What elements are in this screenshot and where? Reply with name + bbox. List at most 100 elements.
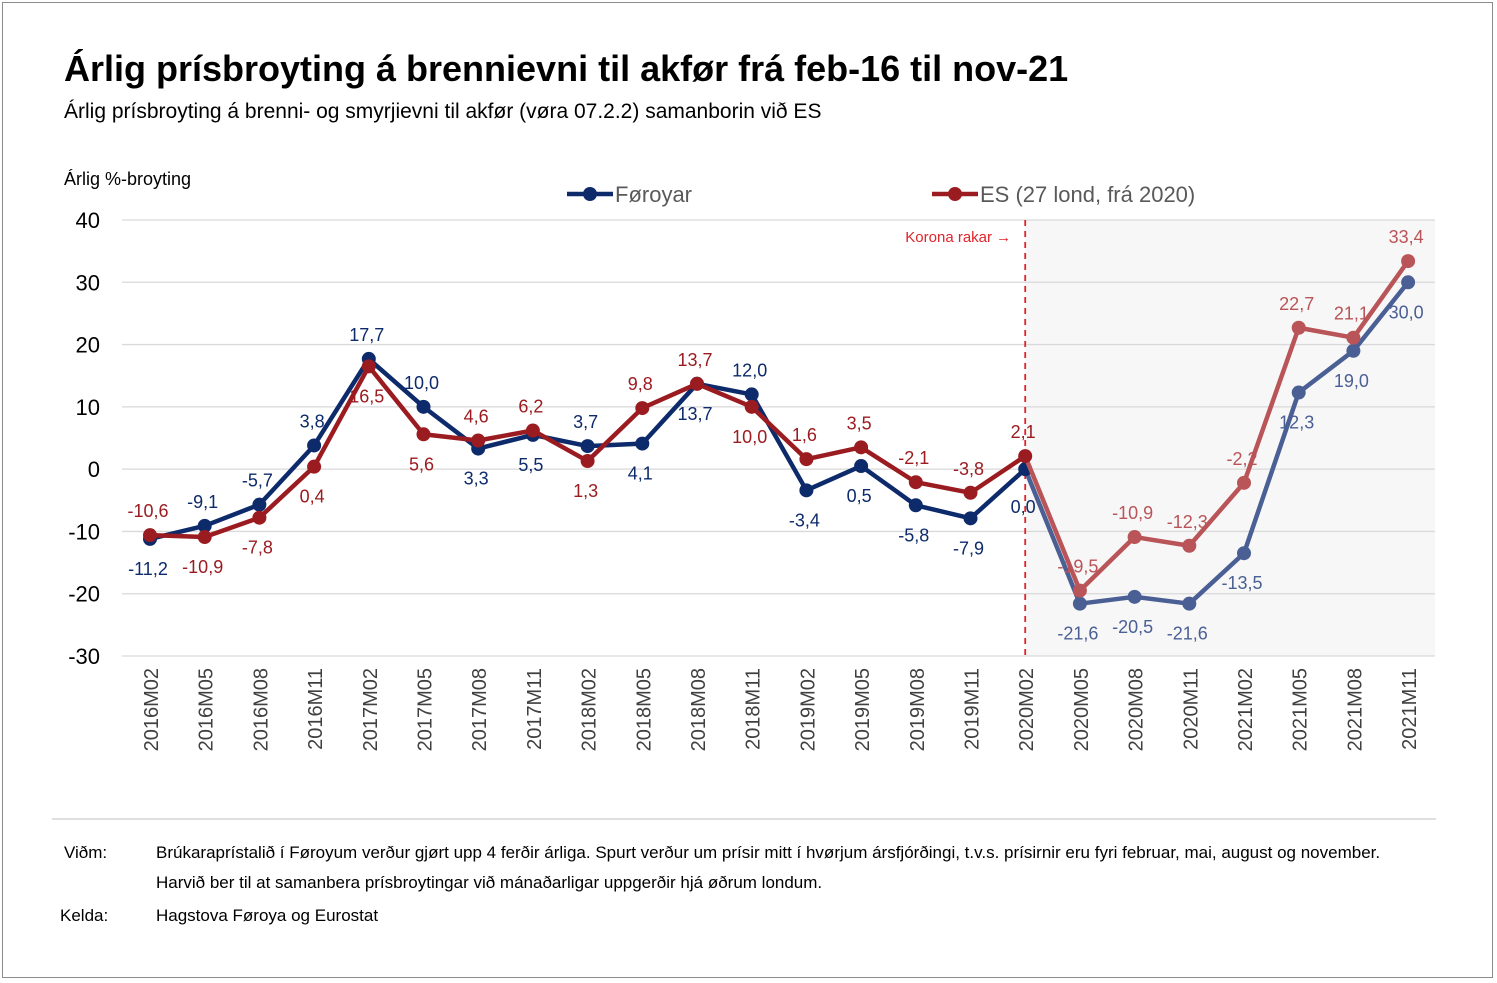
data-point [690,376,704,391]
data-point [854,440,869,455]
y-tick-label: 40 [76,208,100,233]
x-tick-label: 2021M05 [1290,668,1312,751]
data-point [580,439,595,454]
data-label: 0,5 [847,486,872,506]
data-label: -9,1 [187,492,218,512]
x-tick-label: 2018M08 [688,668,710,751]
legend-swatch-point [948,187,962,201]
data-point [1291,320,1306,335]
legend-swatch-point [583,187,597,201]
data-label: 16,5 [349,386,384,406]
data-point [1346,330,1361,345]
data-point [744,399,759,414]
data-point [908,498,923,513]
series-line-after-1 [1023,259,1410,593]
x-tick-label: 2019M05 [852,668,874,751]
data-label: 19,0 [1334,371,1369,391]
series-line-after-0 [1023,280,1410,606]
x-tick-label: 2020M05 [1071,668,1093,751]
data-point [252,510,267,525]
data-point [1237,546,1251,561]
data-point [799,452,814,467]
y-tick-label: 0 [88,457,100,482]
data-label: 5,5 [518,455,543,475]
x-tick-label: 2020M02 [1016,668,1038,751]
data-point [1401,275,1416,290]
data-point [635,436,650,451]
x-tick-label: 2021M02 [1235,668,1257,751]
data-point [854,459,869,474]
y-tick-label: -30 [68,644,100,669]
x-tick-label: 2016M08 [250,668,272,751]
legend-label: ES (27 lond, frá 2020) [980,182,1195,207]
data-label: -12,3 [1167,512,1208,532]
data-point [416,427,431,442]
data-label: 0,4 [300,487,325,507]
y-tick-label: -10 [68,519,100,544]
x-tick-label: 2021M08 [1344,668,1366,751]
data-label: -13,5 [1221,573,1262,593]
data-label: -19,5 [1057,557,1098,577]
data-label: 1,3 [573,481,598,501]
data-label: 2,1 [1011,422,1036,442]
data-point [1127,530,1142,545]
data-label: -21,6 [1057,624,1098,644]
data-label: -3,4 [789,510,820,530]
x-tick-label: 2021M11 [1399,668,1421,750]
data-point [252,497,267,512]
x-tick-label: 2019M11 [962,668,984,750]
y-tick-label: 30 [76,270,100,295]
data-point [963,485,978,500]
x-tick-label: 2018M11 [743,668,765,750]
data-label: 21,1 [1334,304,1369,324]
data-point [1291,385,1306,400]
data-label: 4,1 [628,464,653,484]
data-point [1018,449,1033,464]
data-label: -20,5 [1112,617,1153,637]
y-tick-label: 20 [76,333,100,358]
data-label: -3,8 [953,459,984,479]
data-point [1127,589,1142,604]
data-label: 4,6 [464,406,489,426]
x-tick-label: 2017M02 [360,668,382,751]
x-tick-label: 2020M11 [1180,668,1202,750]
data-label: -7,8 [242,538,273,558]
shaded-region [1025,220,1435,656]
data-point [307,438,322,453]
data-point [471,433,486,448]
data-label: -10,9 [182,557,223,577]
data-point [525,423,540,438]
data-label: 10,0 [404,373,439,393]
data-point [963,511,978,526]
data-label: 30,0 [1389,302,1424,322]
x-tick-label: 2018M05 [633,668,655,751]
x-tick-label: 2020M08 [1126,668,1148,751]
x-tick-label: 2019M08 [907,668,929,751]
x-tick-label: 2017M08 [469,668,491,751]
data-label: 33,4 [1389,227,1424,247]
data-point [635,401,650,416]
data-label: 10,0 [732,427,767,447]
data-point [1401,254,1416,269]
chart-title: Árlig prísbroyting á brennievni til akfø… [64,48,1069,89]
data-label: 17,7 [349,325,384,345]
data-point [1182,596,1197,611]
data-label: 12,0 [732,360,767,380]
y-tick-label: -20 [68,582,100,607]
data-point [580,454,595,469]
data-label: 1,6 [792,425,817,445]
data-point [799,483,814,498]
data-label: -7,9 [953,538,984,558]
data-label: -21,6 [1167,624,1208,644]
data-label: 12,3 [1279,413,1314,433]
marker-label: Korona rakar → [905,229,1011,246]
x-tick-label: 2017M11 [524,668,546,750]
data-point [197,530,212,545]
data-point [744,387,759,402]
data-point [1237,475,1251,490]
data-label: 3,8 [300,411,325,431]
data-label: 9,8 [628,374,653,394]
x-tick-label: 2018M02 [579,668,601,751]
data-point [416,399,431,414]
